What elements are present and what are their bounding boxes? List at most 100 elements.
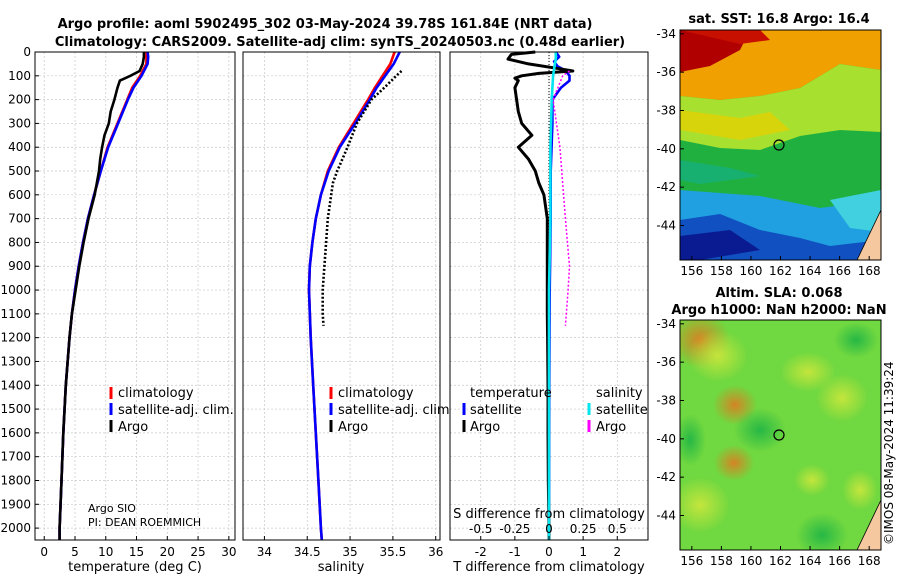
depth-tick-label: 1200 <box>0 331 31 345</box>
argo-institution-label: Argo SIO <box>88 502 136 515</box>
difference-legend-salinity: salinity satellite Argo <box>587 386 648 435</box>
lon-tick-label: 158 <box>710 554 733 568</box>
lat-tick-label: -34 <box>656 27 676 41</box>
x-tick-label: -2 <box>475 545 487 559</box>
series-line-salinity-argo <box>552 70 571 326</box>
depth-tick-label: 1600 <box>0 426 31 440</box>
lon-tick-label: 160 <box>739 554 762 568</box>
salinity-plot-area <box>243 52 440 540</box>
lat-tick-label: -34 <box>656 317 676 331</box>
depth-tick-label: 900 <box>8 259 31 273</box>
lon-tick-label: 162 <box>769 264 792 278</box>
salinity-xlabel: salinity <box>318 560 365 575</box>
difference-panel: -2 -1 0 1 2 -0.5 -0.25 0 0.25 0.5 S difference f… <box>449 50 649 575</box>
temperature-grid <box>35 51 235 540</box>
sst-map: sat. SST: 16.8 Argo: 16.4 -34 -36 -38 -40 -4… <box>656 12 882 278</box>
legend-s-argo-label: Argo <box>596 420 626 435</box>
x-tick-label: 0 <box>40 545 48 559</box>
altimetry-title-line1: Altim. SLA: 0.068 <box>716 286 843 301</box>
x-tick-label: 35 <box>342 545 357 559</box>
salinity-lines <box>307 51 403 541</box>
depth-tick-label: 0 <box>23 45 31 59</box>
depth-tick-label: 1700 <box>0 450 31 464</box>
lon-tick-label: 160 <box>739 264 762 278</box>
lat-tick-label: -44 <box>656 219 676 233</box>
sst-argo-marker <box>773 139 785 151</box>
x-tick-label: 0 <box>545 545 553 559</box>
depth-tick-label: 200 <box>8 93 31 107</box>
lat-tick-label: -40 <box>656 432 676 446</box>
temperature-plot-area <box>35 52 235 540</box>
sst-lon-tick-labels: 156 158 160 162 164 166 168 <box>680 256 881 278</box>
s-tick-label: -0.25 <box>499 522 530 536</box>
t-difference-xlabel: T difference from climatology <box>452 560 645 575</box>
temperature-legend: climatology satellite-adj. clim. Argo <box>109 386 234 435</box>
depth-tick-label: 600 <box>8 188 31 202</box>
depth-tick-label: 800 <box>8 235 31 249</box>
salinity-panel: 34 34.5 35 35.5 36 salinity climatology sate… <box>242 51 454 575</box>
depth-tick-label: 1900 <box>0 497 31 511</box>
sst-lat-tick-labels: -34 -36 -38 -40 -42 -44 <box>656 27 684 233</box>
x-tick-label: 1 <box>579 545 587 559</box>
series-line-satellite-adj-clim- <box>307 51 401 541</box>
s-tick-label: -0.5 <box>469 522 492 536</box>
x-tick-label: -1 <box>509 545 521 559</box>
salinity-axes-frame <box>242 51 441 541</box>
series-line-argo <box>321 70 403 326</box>
altimetry-map-field <box>680 320 881 550</box>
depth-tick-label: 1800 <box>0 473 31 487</box>
x-tick-label: 35.5 <box>380 545 407 559</box>
s-tick-label: 0 <box>545 522 553 536</box>
depth-tick-label: 400 <box>8 140 31 154</box>
t-difference-tick-labels: -2 -1 0 1 2 <box>475 536 621 559</box>
difference-legend-temperature: temperature satellite Argo <box>462 386 552 435</box>
temperature-lines <box>58 51 150 540</box>
x-tick-label: 30 <box>221 545 236 559</box>
sal-legend-climatology-label: climatology <box>338 386 414 401</box>
x-tick-label: 34.5 <box>294 545 321 559</box>
x-tick-label: 20 <box>160 545 175 559</box>
sst-map-title: sat. SST: 16.8 Argo: 16.4 <box>688 12 869 27</box>
s-tick-label: 0.25 <box>570 522 597 536</box>
temperature-xlabel: temperature (deg C) <box>68 560 202 575</box>
lon-tick-label: 166 <box>828 554 851 568</box>
series-line-temperature-argo <box>506 50 575 540</box>
s-difference-tick-labels: -0.5 -0.25 0 0.25 0.5 <box>469 522 627 536</box>
lon-tick-label: 162 <box>769 554 792 568</box>
depth-tick-label: 2000 <box>0 521 31 535</box>
altimetry-title-line2: Argo h1000: NaN h2000: NaN <box>671 303 886 318</box>
sst-map-field <box>680 30 881 260</box>
x-tick-label: 36 <box>428 545 443 559</box>
lat-tick-label: -42 <box>656 180 676 194</box>
x-tick-label: 10 <box>98 545 113 559</box>
lat-tick-label: -38 <box>656 394 676 408</box>
depth-tick-label: 700 <box>8 212 31 226</box>
depth-tick-label: 1000 <box>0 283 31 297</box>
lat-tick-label: -40 <box>656 142 676 156</box>
altimetry-argo-marker <box>773 429 785 441</box>
depth-tick-label: 1400 <box>0 378 31 392</box>
legend-t-argo-label: Argo <box>470 420 500 435</box>
temperature-axes-frame <box>34 51 236 541</box>
legend-climatology-label: climatology <box>118 386 194 401</box>
salinity-legend: climatology satellite-adj. clim. Argo <box>329 386 454 435</box>
lon-tick-label: 164 <box>799 554 822 568</box>
altimetry-map: Altim. SLA: 0.068 Argo h1000: NaN h2000:… <box>656 286 886 568</box>
legend-satellite-label: satellite-adj. clim. <box>118 403 234 418</box>
series-line-salinity-satellite <box>547 52 558 540</box>
lon-tick-label: 156 <box>680 264 703 278</box>
lat-tick-label: -38 <box>656 104 676 118</box>
depth-tick-label: 1100 <box>0 307 31 321</box>
sal-legend-satellite-label: satellite-adj. clim. <box>338 403 454 418</box>
x-tick-label: 5 <box>71 545 79 559</box>
depth-tick-label: 1300 <box>0 354 31 368</box>
legend-temperature-header: temperature <box>470 386 552 401</box>
altimetry-lat-tick-labels: -34 -36 -38 -40 -42 -44 <box>656 317 684 523</box>
lat-tick-label: -42 <box>656 470 676 484</box>
lon-tick-label: 168 <box>858 554 881 568</box>
lat-tick-label: -36 <box>656 65 676 79</box>
depth-tick-label: 1500 <box>0 402 31 416</box>
series-line-argo <box>58 52 146 540</box>
argo-pi-label: PI: DEAN ROEMMICH <box>88 516 201 529</box>
